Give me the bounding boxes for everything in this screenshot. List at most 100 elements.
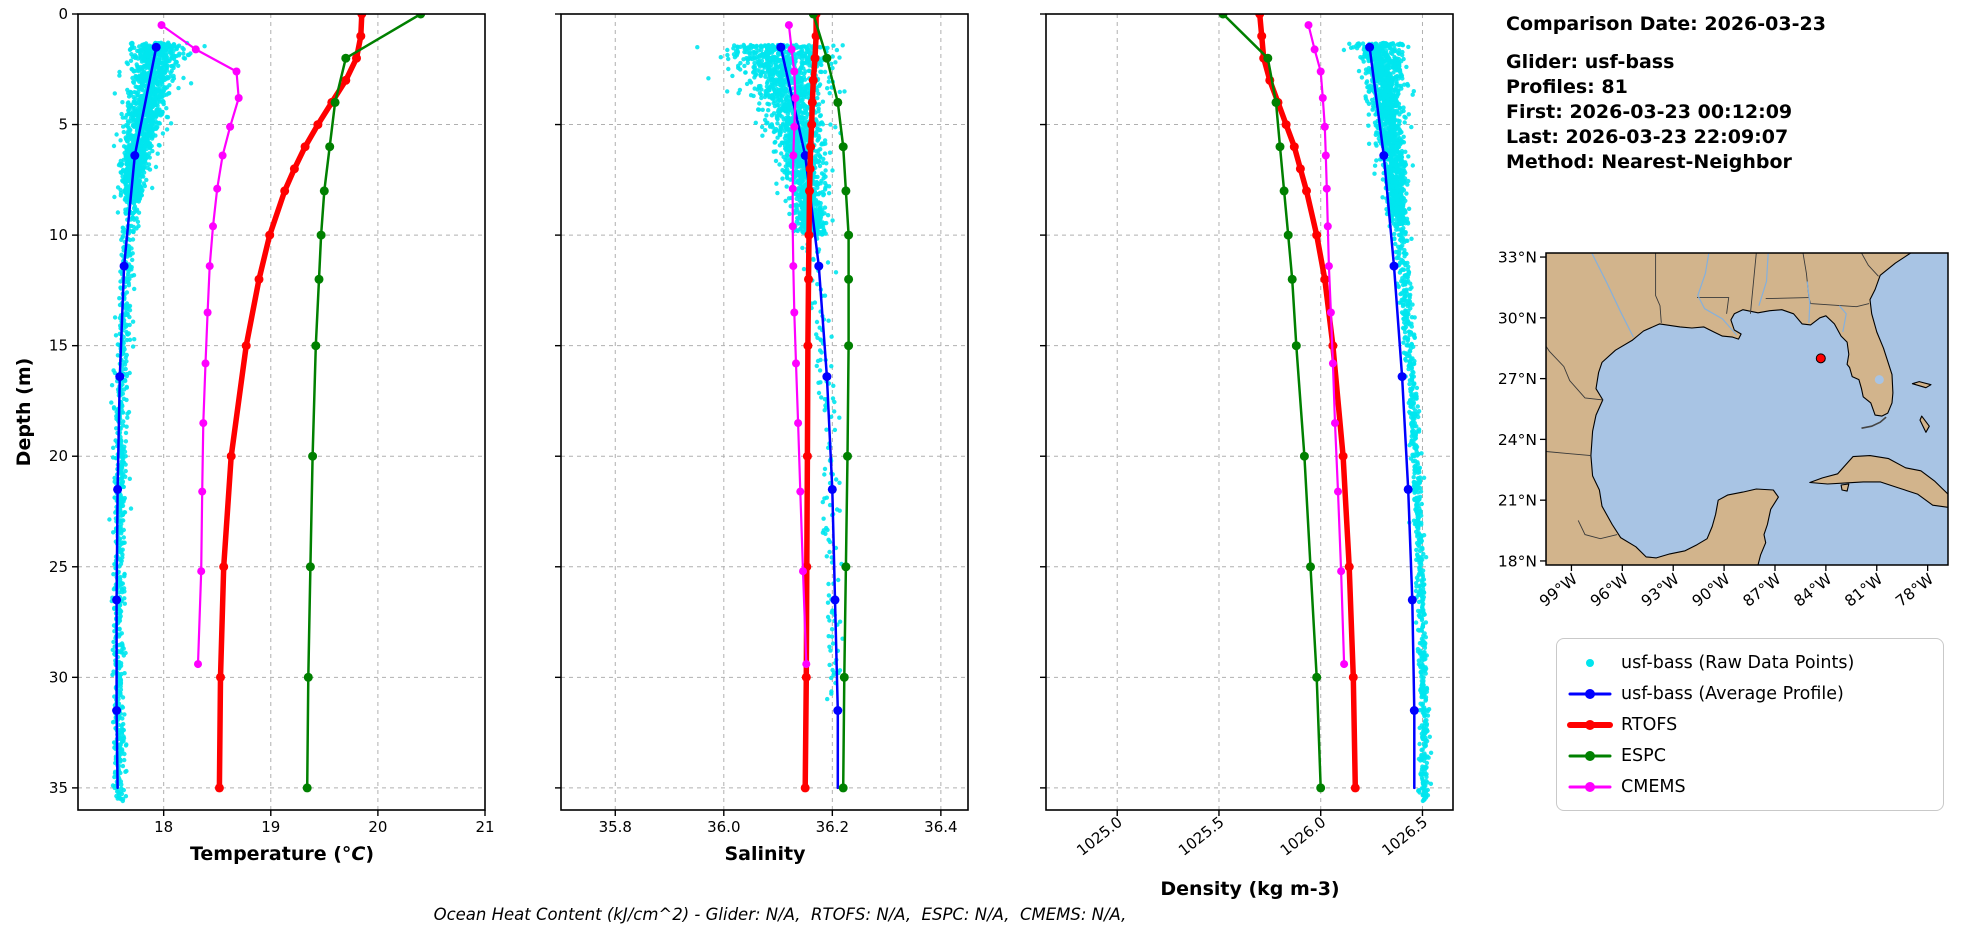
map-state-borders	[1546, 253, 1879, 540]
density-label-text: Density (kg m-3)	[1160, 878, 1340, 900]
temperature-series-cmems	[157, 21, 243, 669]
grid-lines	[1046, 13, 1453, 810]
legend-item-average-profile: usf-bass (Average Profile)	[1557, 678, 1943, 709]
x-tick-label: 1025.5	[1175, 813, 1227, 860]
density-data-layer	[1218, 14, 1434, 804]
x-tick-label: 36.0	[707, 818, 740, 836]
map-lon-label: 81°W	[1841, 570, 1886, 611]
tick-labels: 18 19 20 21 0 5 10 15 20 25 30 35	[49, 5, 495, 836]
salinity-data-layer	[695, 14, 854, 793]
axes-spine	[1045, 13, 1454, 811]
salinity-raw-scatter	[695, 42, 847, 702]
legend-label-rtofs: RTOFS	[1621, 714, 1678, 735]
y-tick-label: 30	[49, 668, 68, 686]
x-tick-label: 21	[475, 818, 494, 836]
ocean-heat-content-caption: Ocean Heat Content (kJ/cm^2) - Glider: N…	[433, 905, 1127, 924]
legend-swatch-svg	[1568, 688, 1612, 699]
map-lat-label: 18°N	[1498, 552, 1537, 570]
map-lon-label: 99°W	[1536, 570, 1581, 611]
glider-line: Glider: usf-bass	[1506, 51, 1675, 73]
x-tick-label: 1026.0	[1277, 813, 1329, 860]
density-raw-scatter	[1341, 40, 1434, 804]
average-profile-marker-icon	[1567, 682, 1613, 706]
info-gap	[1506, 37, 1826, 50]
map-land	[1546, 253, 1948, 565]
map-lon-label: 78°W	[1892, 570, 1937, 611]
density-subplot: 1025.0 1025.5 1026.0 1026.5	[1040, 13, 1454, 860]
x-axis-label-density: Density (kg m-3)	[1160, 878, 1339, 900]
first-profile-line: First: 2026-03-23 00:12:09	[1506, 101, 1793, 123]
density-series-cmems	[1304, 21, 1349, 669]
last-profile-line: Last: 2026-03-23 22:09:07	[1506, 126, 1789, 148]
x-tick-label: 1026.5	[1378, 813, 1430, 860]
map-lat-label: 27°N	[1498, 370, 1537, 388]
salinity-series-cmems	[784, 21, 811, 669]
y-tick-label: 0	[58, 5, 68, 23]
raw-data-marker-icon	[1567, 651, 1613, 675]
y-tick-label: 20	[49, 447, 68, 465]
legend-swatch-svg	[1567, 719, 1613, 730]
map-tick-marks	[1540, 256, 1929, 571]
cmems-marker-icon	[1567, 775, 1613, 799]
grid-lines	[561, 13, 968, 810]
y-tick-label: 10	[49, 226, 68, 244]
legend-item-cmems: CMEMS	[1557, 771, 1943, 802]
density-series-usf-bass-average-profile-	[1365, 42, 1419, 790]
y-tick-label: 25	[49, 558, 68, 576]
axes-spine	[77, 13, 486, 811]
x-tick-label: 20	[368, 818, 387, 836]
temperature-label-suffix: )	[365, 843, 375, 865]
gulf-of-mexico-map: 33°N 30°N 27°N 24°N 21°N 18°N99°W 96°W 93°W 90°W…	[1498, 249, 1949, 611]
tick-marks	[72, 13, 486, 816]
map-lon-label: 96°W	[1587, 570, 1632, 611]
rtofs-marker-icon	[1567, 713, 1613, 737]
legend-label-average-profile: usf-bass (Average Profile)	[1621, 683, 1844, 704]
salinity-series-rtofs	[800, 14, 821, 793]
tick-labels: 1025.0 1025.5 1026.0 1026.5	[1073, 813, 1431, 860]
x-tick-label: 35.8	[599, 818, 632, 836]
temperature-label-unit: °C	[341, 843, 366, 865]
legend-swatch-svg	[1586, 658, 1594, 667]
map-lon-label: 93°W	[1638, 570, 1683, 611]
map-lat-label: 30°N	[1498, 309, 1537, 327]
map-spine	[1545, 252, 1949, 566]
map-lon-label: 90°W	[1689, 570, 1734, 611]
temperature-data-layer	[107, 14, 426, 804]
method-line: Method: Nearest-Neighbor	[1506, 151, 1792, 173]
depth-label-text: Depth (m)	[13, 357, 35, 467]
temperature-series-espc	[302, 14, 426, 793]
temperature-raw-scatter	[107, 40, 207, 804]
x-tick-label: 36.2	[816, 818, 849, 836]
temperature-series-rtofs	[214, 14, 367, 793]
legend-item-raw-data: usf-bass (Raw Data Points)	[1557, 647, 1943, 678]
y-axis-label-depth: Depth (m)	[13, 358, 35, 467]
comparison-date-line: Comparison Date: 2026-03-23	[1506, 13, 1826, 35]
temperature-series-usf-bass-average-profile-	[112, 42, 161, 790]
salinity-series-espc	[808, 14, 854, 793]
legend-label-raw-data: usf-bass (Raw Data Points)	[1621, 652, 1855, 673]
map-panel: 33°N 30°N 27°N 24°N 21°N 18°N 99°W 96°W 93°W 90°W…	[1480, 245, 1980, 645]
map-rivers	[1591, 253, 1847, 338]
x-tick-label: 1025.0	[1073, 813, 1125, 860]
temperature-label-prefix: Temperature (	[189, 843, 342, 865]
legend-item-rtofs: RTOFS	[1557, 709, 1943, 740]
y-tick-label: 5	[58, 116, 68, 134]
glider-location-marker	[1815, 353, 1826, 364]
florida-keys	[1861, 416, 1887, 429]
map-lat-label: 33°N	[1498, 249, 1537, 267]
tick-labels: 35.8 36.0 36.2 36.4	[599, 818, 958, 836]
legend-item-espc: ESPC	[1557, 740, 1943, 771]
density-series-espc	[1218, 14, 1326, 793]
legend-label-espc: ESPC	[1621, 745, 1666, 766]
tick-marks	[1040, 13, 1424, 816]
map-lon-label: 87°W	[1740, 570, 1785, 611]
axes-spine	[560, 13, 969, 811]
density-series-rtofs	[1255, 14, 1360, 793]
espc-marker-icon	[1567, 744, 1613, 768]
legend-label-cmems: CMEMS	[1621, 776, 1686, 797]
map-lon-label: 84°W	[1791, 570, 1836, 611]
temperature-subplot: 18 19 20 21 0 5 10 15 20 25 30 35	[49, 5, 495, 836]
legend: usf-bass (Raw Data Points) usf-bass (Ave…	[1556, 638, 1944, 811]
